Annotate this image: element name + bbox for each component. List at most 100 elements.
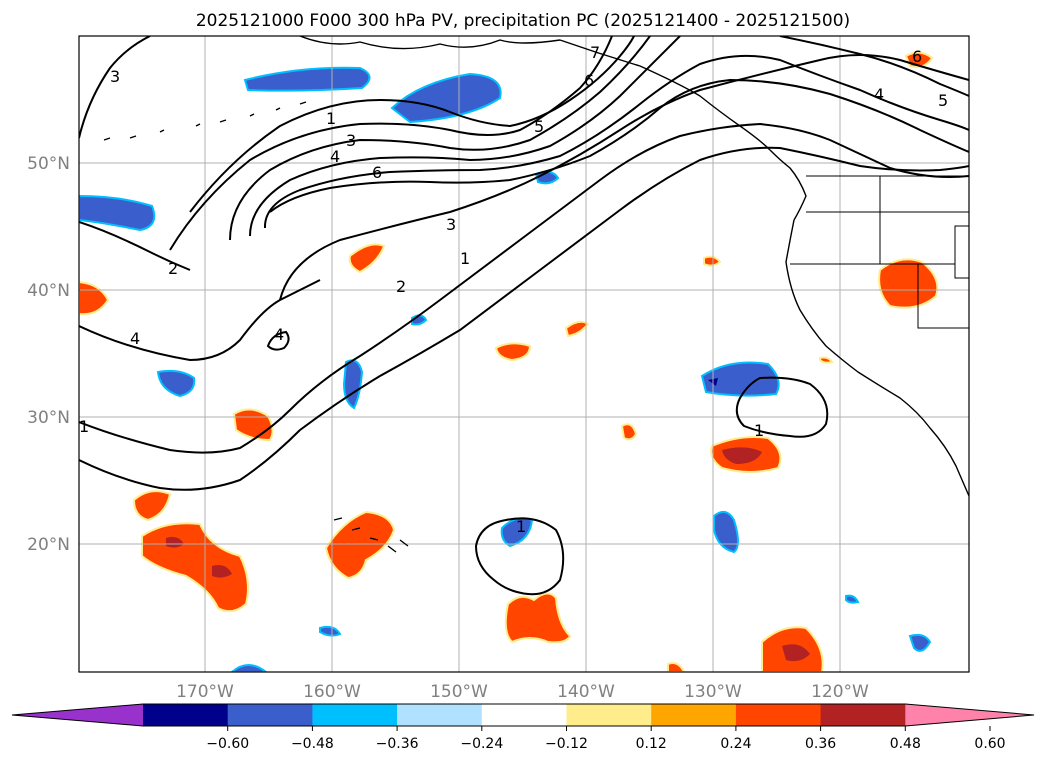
pos-patch [782,644,810,662]
colorbar-segment [143,704,229,726]
map-frame [78,35,970,673]
state-borders [790,176,969,329]
contour-label: 5 [938,91,948,110]
lon-label: 140°W [557,682,615,702]
pos-patch [722,447,762,464]
colorbar-tick-label: 0.24 [720,736,751,752]
aleutian-islands [103,101,307,141]
pv-contour [779,36,969,97]
pos-patch [667,662,686,672]
coastlines [103,36,969,553]
alaska-coast [299,36,561,50]
contour-label: 2 [396,277,406,296]
pos-patch [819,356,834,364]
pos-patch [564,320,590,338]
colorbar-segment [397,704,483,726]
colorbar-segment [651,704,737,726]
lat-label: 50°N [27,154,70,174]
lon-label: 130°W [684,682,742,702]
pos-patch [166,536,232,578]
pos-patch [620,423,638,441]
contour-label: 6 [912,47,922,66]
latitude-labels: 50°N 40°N 30°N 20°N [27,154,70,555]
pos-patch [324,510,396,580]
pos-patch [703,255,722,267]
figure-title: 2025121000 F000 300 hPa PV, precipitatio… [196,11,850,31]
us-west-coast [785,219,969,497]
contour-label: 4 [274,325,284,344]
colorbar-segment [227,704,313,726]
contour-label: 3 [110,67,120,86]
pos-patch [494,342,532,362]
colorbar-segment [312,704,398,726]
pv-contour [79,146,969,491]
contour-label: 2 [168,259,178,278]
colorbar-extend-min [12,704,143,726]
colorbar-segment [566,704,652,726]
contour-label: 1 [516,517,526,536]
colorbar-tick-label: −0.60 [206,736,249,752]
lon-label: 120°W [811,682,869,702]
colorbar-outline [11,703,1035,727]
pv-contour [79,36,151,139]
neg-patch [908,633,932,652]
colorbar-tick-label: −0.12 [545,736,588,752]
neg-patch [845,594,860,604]
colorbar-segment [735,704,822,726]
colorbar-tick-label: 0.36 [805,736,836,752]
neg-patch [156,369,196,398]
pv-contour [735,376,829,438]
contour-label: 3 [346,131,356,150]
colorbar: −0.60 −0.48 −0.36 −0.24 −0.12 0.12 0.24 0.36 0.4… [11,703,1035,752]
pos-patch [348,243,386,274]
lat-label: 20°N [27,535,70,555]
pv-contour [269,78,969,213]
neg-patch [243,66,371,92]
pv-contour [79,279,321,362]
pv-contour [169,36,613,251]
pos-patch [132,490,172,522]
positive-precip-patches [79,51,939,672]
pv-contours [79,36,969,596]
contour-label: 4 [874,85,884,104]
neg-patch [319,625,342,637]
contour-labels: 3 1 3 4 6 7 6 5 4 5 6 2 4 4 2 1 3 1 1 1 [79,43,948,536]
contour-label: 1 [326,109,336,128]
pv-contour [249,36,681,237]
colorbar-tick-label: −0.24 [460,736,503,752]
contour-label: 1 [754,421,764,440]
contour-label: 6 [372,163,382,182]
colorbar-extend-max [905,704,1034,726]
colorbar-segment [481,704,567,726]
colorbar-tick-label: −0.36 [376,736,419,752]
colorbar-segment [820,704,906,726]
lon-label: 160°W [303,682,361,702]
colorbar-tick-label: 0.12 [636,736,667,752]
pv-contour [79,221,191,271]
map-area: 3 1 3 4 6 7 6 5 4 5 6 2 4 4 2 1 3 1 1 1 [79,36,969,672]
longitude-labels: 170°W 160°W 150°W 140°W 130°W 120°W [176,682,869,702]
pv-contour [189,36,635,213]
contour-label: 5 [534,117,544,136]
pv-contour [263,54,969,229]
pos-patch [878,258,939,309]
pos-patch [504,592,572,644]
neg-patch [700,361,780,397]
contour-label: 4 [130,329,140,348]
contour-label: 1 [79,417,89,436]
pv-contour [229,36,651,241]
contour-label: 6 [584,71,594,90]
contour-label: 1 [460,249,470,268]
bc-coast [769,149,807,221]
contour-label: 4 [330,147,340,166]
neg-patch [79,194,156,232]
contour-label: 3 [446,215,456,234]
neg-patch [713,510,739,554]
pv-contour [266,330,290,351]
lon-label: 150°W [430,682,488,702]
lon-label: 170°W [176,682,234,702]
colorbar-tick-label: −0.48 [291,736,334,752]
colorbar-tick-label: 0.48 [890,736,921,752]
alaska-panhandle-coast [559,39,771,151]
contour-label: 7 [590,43,600,62]
